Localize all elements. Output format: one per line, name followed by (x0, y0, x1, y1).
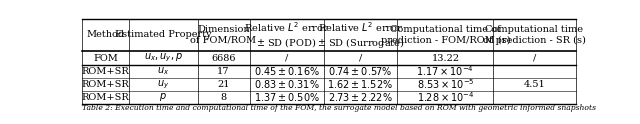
Text: $p$: $p$ (159, 91, 167, 103)
Text: 21: 21 (218, 80, 230, 89)
Text: Table 2: Execution time and computational time of the FOM, the surrogate model b: Table 2: Execution time and computationa… (83, 104, 596, 112)
Text: /: / (285, 54, 288, 63)
Text: 13.22: 13.22 (431, 54, 460, 63)
Text: Relative $L^2$ error
$\pm$ SD (POD): Relative $L^2$ error $\pm$ SD (POD) (244, 21, 329, 49)
Text: $0.83 \pm 0.31\%$: $0.83 \pm 0.31\%$ (253, 78, 319, 90)
Text: Relative $L^2$ error
$\pm$ SD (Surrogate): Relative $L^2$ error $\pm$ SD (Surrogate… (317, 20, 404, 50)
Text: 6686: 6686 (211, 54, 236, 63)
Text: Dimension
of FOM/ROM: Dimension of FOM/ROM (191, 25, 257, 45)
Text: ROM+SR: ROM+SR (82, 93, 130, 102)
Text: $u_x, u_y, p$: $u_x, u_y, p$ (144, 52, 182, 64)
Text: $1.62 \pm 1.52\%$: $1.62 \pm 1.52\%$ (328, 78, 394, 90)
Text: $2.73 \pm 2.22\%$: $2.73 \pm 2.22\%$ (328, 91, 393, 103)
Text: $8.53 \times 10^{-5}$: $8.53 \times 10^{-5}$ (417, 78, 474, 91)
Text: ROM+SR: ROM+SR (82, 67, 130, 76)
Text: $u_y$: $u_y$ (157, 78, 170, 91)
Text: Computational time of
prediction - FOM/ROM (s): Computational time of prediction - FOM/R… (381, 25, 510, 45)
Text: /: / (532, 54, 536, 63)
Text: $1.28 \times 10^{-4}$: $1.28 \times 10^{-4}$ (417, 90, 474, 104)
Text: 8: 8 (220, 93, 227, 102)
Text: $0.45 \pm 0.16\%$: $0.45 \pm 0.16\%$ (253, 65, 319, 78)
Text: ROM+SR: ROM+SR (82, 80, 130, 89)
Text: $1.17 \times 10^{-4}$: $1.17 \times 10^{-4}$ (417, 65, 474, 78)
Text: $u_x$: $u_x$ (157, 66, 170, 77)
Text: FOM: FOM (93, 54, 118, 63)
Text: $1.37 \pm 0.50\%$: $1.37 \pm 0.50\%$ (253, 91, 319, 103)
Text: $0.74 \pm 0.57\%$: $0.74 \pm 0.57\%$ (328, 65, 393, 78)
Text: 4.51: 4.51 (524, 80, 545, 89)
Text: Method: Method (86, 30, 125, 39)
Text: /: / (359, 54, 362, 63)
Text: Computational time
of prediction - SR (s): Computational time of prediction - SR (s… (483, 25, 586, 45)
Text: 17: 17 (218, 67, 230, 76)
Text: Estimated Property: Estimated Property (115, 30, 212, 39)
